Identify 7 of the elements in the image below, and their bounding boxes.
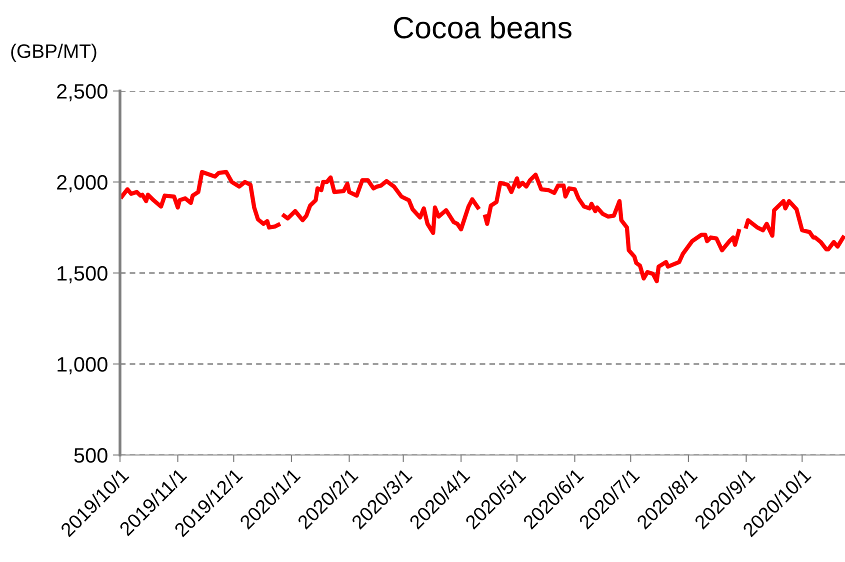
y-tick-label: 1,500 (58, 266, 108, 284)
y-tick-label: 2,000 (57, 175, 108, 192)
y-tick-label: 1,000 (58, 357, 108, 374)
y-tick-label: 2,500 (57, 84, 108, 102)
chart-title: Cocoa beans (394, 16, 572, 39)
y-tick-label: 500 (74, 448, 108, 463)
y-axis-title: (GBP/MT) (11, 44, 96, 62)
